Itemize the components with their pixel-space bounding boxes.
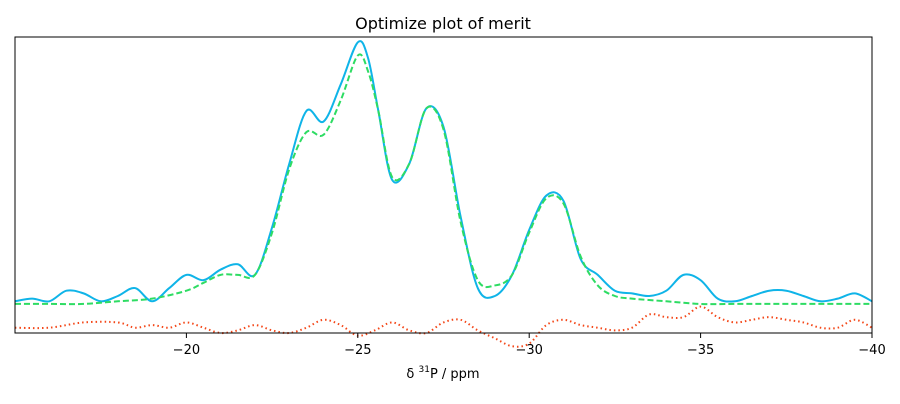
plot-frame <box>14 36 873 334</box>
x-tick-label: −20 <box>173 343 200 358</box>
chart-title: Optimize plot of merit <box>355 14 531 33</box>
series-line-2-dashed <box>15 53 872 306</box>
x-axis: −20 −25 −30 −35 −40 <box>173 333 886 358</box>
x-tick-label: −35 <box>687 343 714 358</box>
series-line-3-dotted <box>14 305 873 348</box>
x-tick-label: −40 <box>858 343 885 358</box>
x-axis-label-prefix: δ <box>406 367 418 382</box>
x-tick-label: −30 <box>515 343 542 358</box>
x-axis-label-superscript: 31 <box>418 365 429 375</box>
series-layer <box>14 40 873 348</box>
x-tick-label: −25 <box>344 343 371 358</box>
x-axis-label-suffix: P / ppm <box>430 367 480 382</box>
x-axis-label: δ 31P / ppm <box>406 365 479 382</box>
